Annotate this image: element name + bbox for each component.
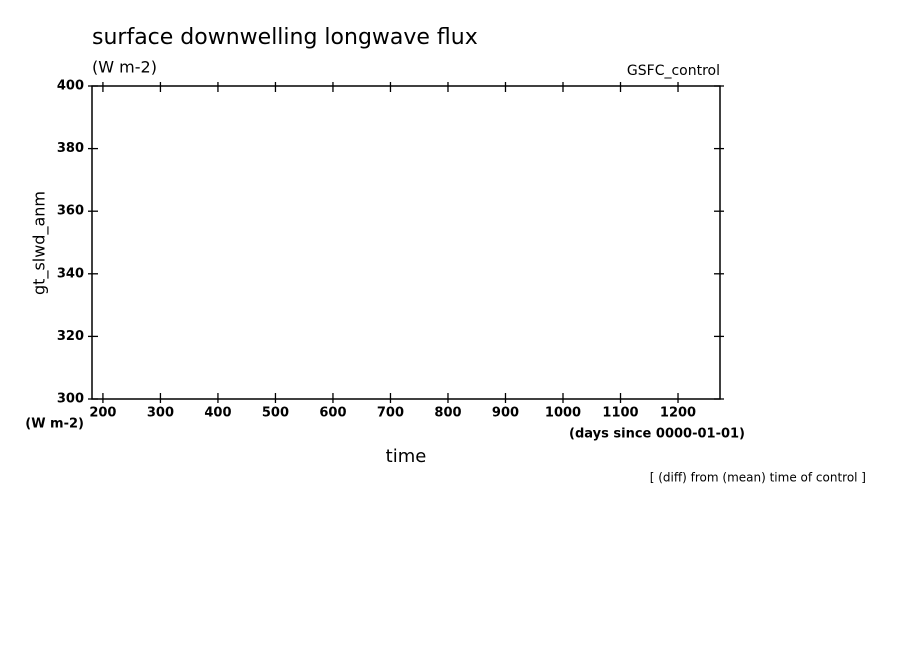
x-tick-label: 1200 (660, 406, 696, 421)
x-tick-label: 600 (319, 406, 346, 421)
y-tick-label: 300 (57, 392, 84, 407)
x-tick-label: 200 (89, 406, 116, 421)
note: [ (diff) from (mean) time of control ] (650, 471, 866, 485)
y-tick-label: 340 (57, 266, 84, 281)
x-tick-label: 700 (377, 406, 404, 421)
x-tick-label: 500 (262, 406, 289, 421)
x-tick-label: 900 (492, 406, 519, 421)
x-tick-label: 300 (147, 406, 174, 421)
x-axis-label: time (386, 446, 427, 467)
y-axis-label: gt_slwd_anm (30, 191, 50, 295)
y-unit: (W m-2) (25, 417, 84, 432)
chart-title: surface downwelling longwave flux (92, 25, 478, 50)
x-tick-label: 800 (434, 406, 461, 421)
x-unit: (days since 0000-01-01) (569, 427, 745, 442)
y-tick-label: 400 (57, 79, 84, 94)
plot-frame (91, 85, 721, 400)
x-tick-label: 1100 (602, 406, 638, 421)
subtitle: (W m-2) (92, 58, 157, 77)
x-tick-label: 400 (204, 406, 231, 421)
annotation: GSFC_control (627, 63, 720, 79)
x-tick-label: 1000 (545, 406, 581, 421)
y-tick-label: 380 (57, 141, 84, 156)
y-tick-label: 320 (57, 329, 84, 344)
y-tick-label: 360 (57, 204, 84, 219)
